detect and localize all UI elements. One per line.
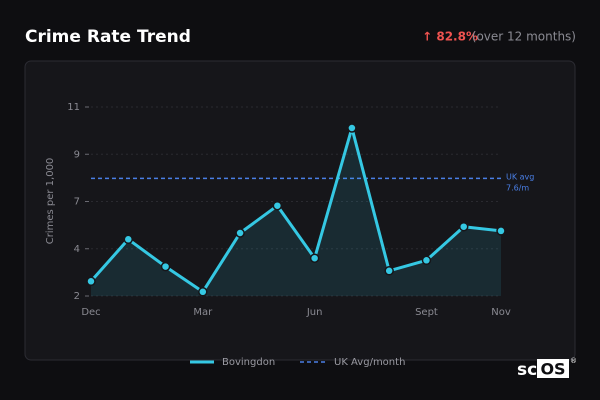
- point: [421, 255, 432, 266]
- ref-label: UK avg: [506, 173, 534, 182]
- plot: 2 4 7 9 11 Dec Mar Jun Sept Nov: [67, 102, 511, 318]
- point: [347, 123, 357, 133]
- logo: OS: [540, 360, 565, 379]
- x-tick-label: Dec: [81, 307, 100, 318]
- point: [309, 253, 320, 263]
- line: [89, 126, 502, 294]
- point: [384, 266, 394, 276]
- x-tick-label: Nov: [491, 307, 511, 318]
- panel: [24, 60, 576, 361]
- legend-label[interactable]: Bovingdon: [222, 357, 275, 368]
- x-tick-label: Jun: [306, 307, 323, 318]
- change-note: (over 12 months): [472, 30, 576, 44]
- logo-box: [537, 359, 569, 378]
- y-axis-label: Crimes per 1,000: [45, 158, 56, 245]
- point: [235, 228, 245, 238]
- legend-label[interactable]: UK Avg/month: [334, 357, 405, 368]
- logo: sc: [517, 360, 537, 380]
- point: [198, 287, 208, 297]
- y-tick-label: 7: [74, 197, 80, 208]
- point: [123, 234, 134, 245]
- point: [272, 200, 283, 211]
- point: [86, 276, 96, 287]
- y-tick-label: 9: [74, 149, 80, 160]
- point: [458, 221, 469, 232]
- x-tick-label: Sept: [415, 307, 438, 318]
- y-tick-label: 4: [74, 244, 80, 255]
- x-tick-label: Mar: [193, 307, 213, 318]
- y-tick-label: 2: [74, 291, 80, 302]
- title: Crime Rate Trend: [25, 27, 191, 47]
- y-tick-label: 11: [67, 102, 80, 113]
- change: ↑ 82.8%: [422, 30, 478, 44]
- point: [496, 226, 506, 236]
- logo-mark: ®: [570, 357, 577, 365]
- area: [91, 128, 501, 296]
- ref-label: 7.6/m: [506, 184, 529, 193]
- point: [160, 261, 171, 272]
